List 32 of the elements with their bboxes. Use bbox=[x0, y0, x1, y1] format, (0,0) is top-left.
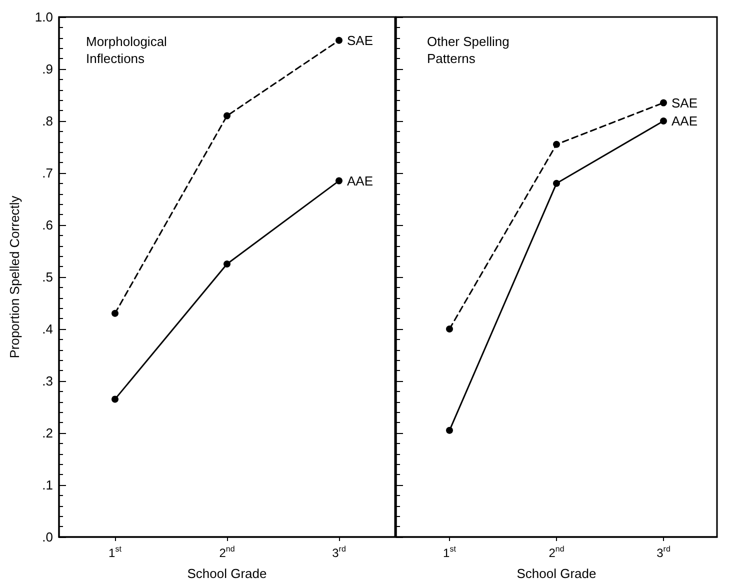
point bbox=[336, 177, 342, 184]
x-axis-title: School Grade bbox=[187, 566, 267, 581]
y-tick-label: .9 bbox=[42, 62, 53, 76]
series-label: AAE bbox=[672, 114, 698, 128]
point bbox=[446, 426, 453, 434]
point bbox=[224, 112, 230, 120]
series-label: SAE bbox=[347, 32, 374, 48]
y-tick-label: .8 bbox=[42, 114, 53, 128]
y-tick-label: .2 bbox=[42, 426, 53, 440]
y-tick-label: .5 bbox=[42, 270, 53, 284]
point bbox=[112, 310, 118, 317]
y-tick-label: .1 bbox=[42, 478, 53, 492]
series-label: SAE bbox=[672, 95, 698, 110]
point bbox=[224, 260, 230, 268]
point bbox=[553, 140, 560, 148]
y-tick-label: 1.0 bbox=[34, 10, 53, 24]
point bbox=[553, 180, 560, 187]
y-tick-label: .7 bbox=[42, 166, 53, 180]
series-label: AAE bbox=[347, 173, 374, 188]
point bbox=[336, 36, 342, 44]
text: Other Spelling Patterns bbox=[427, 34, 513, 66]
point bbox=[446, 326, 453, 332]
y-tick-label: .3 bbox=[42, 374, 53, 388]
text: Morphological Inflections bbox=[86, 34, 171, 66]
point bbox=[660, 99, 667, 106]
y-tick-label: .4 bbox=[42, 322, 53, 336]
point bbox=[112, 396, 118, 403]
x-axis-title: School Grade bbox=[516, 566, 596, 581]
y-tick-label: .6 bbox=[42, 218, 53, 232]
y-axis-title: Proportion Spelled Correctly bbox=[7, 195, 22, 358]
y-tick-label: .0 bbox=[42, 530, 53, 544]
point bbox=[660, 118, 667, 124]
